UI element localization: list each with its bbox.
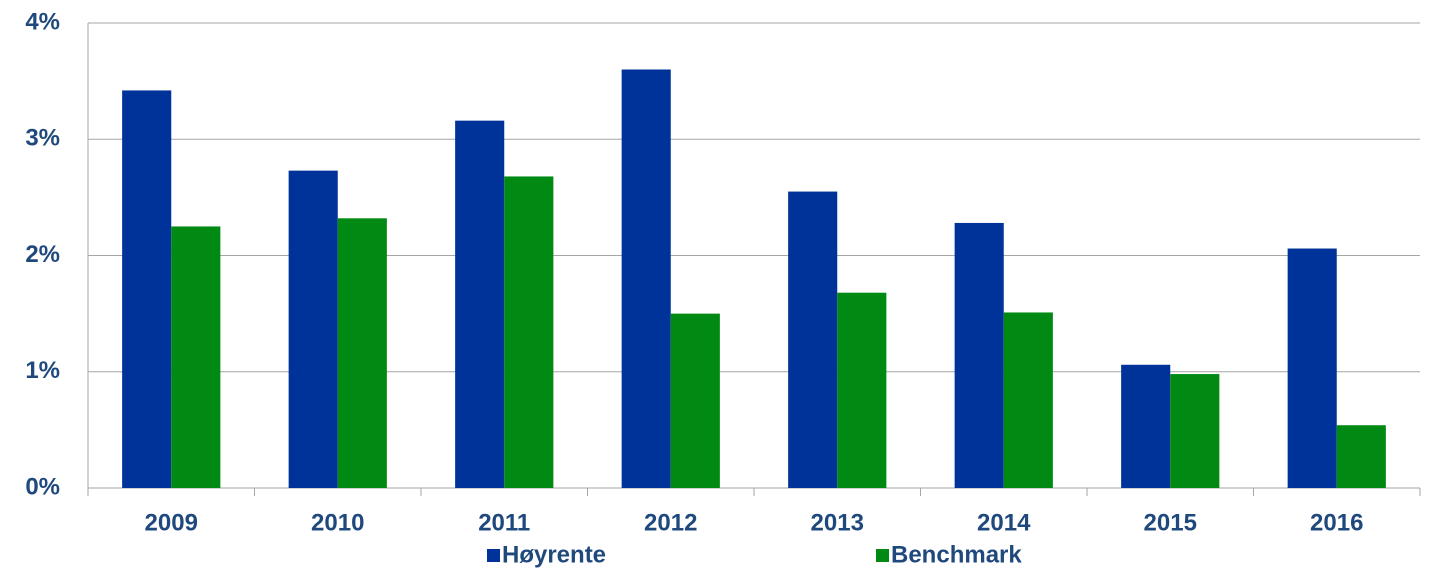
- bar: [1121, 364, 1171, 488]
- legend-swatch: [876, 549, 889, 562]
- legend-label: Benchmark: [891, 541, 1022, 568]
- x-tick-label: 2012: [644, 509, 697, 536]
- bar: [1170, 374, 1220, 488]
- bar: [1287, 248, 1337, 488]
- bar: [455, 120, 505, 489]
- y-tick-label: 3%: [25, 125, 60, 152]
- bar: [171, 226, 221, 488]
- bar: [1003, 312, 1053, 488]
- y-tick-label: 4%: [25, 8, 60, 35]
- x-tick-label: 2015: [1144, 509, 1197, 536]
- bar: [288, 170, 338, 488]
- legend-swatch: [487, 549, 500, 562]
- bar: [122, 90, 172, 489]
- bar: [954, 222, 1004, 488]
- x-tick-label: 2013: [811, 509, 864, 536]
- bar: [621, 69, 671, 488]
- bar: [670, 313, 720, 488]
- y-tick-label: 1%: [25, 357, 60, 384]
- bar: [1336, 425, 1386, 488]
- legend-label: Høyrente: [502, 541, 606, 568]
- bar: [337, 218, 387, 489]
- bar: [504, 176, 554, 488]
- x-tick-label: 2016: [1310, 509, 1363, 536]
- x-tick-label: 2014: [977, 509, 1031, 536]
- x-tick-label: 2011: [478, 509, 530, 536]
- y-tick-label: 0%: [25, 473, 60, 500]
- bar: [788, 191, 838, 488]
- x-tick-label: 2009: [145, 509, 198, 536]
- y-tick-label: 2%: [25, 241, 60, 268]
- bar: [837, 292, 887, 488]
- x-tick-label: 2010: [311, 509, 364, 536]
